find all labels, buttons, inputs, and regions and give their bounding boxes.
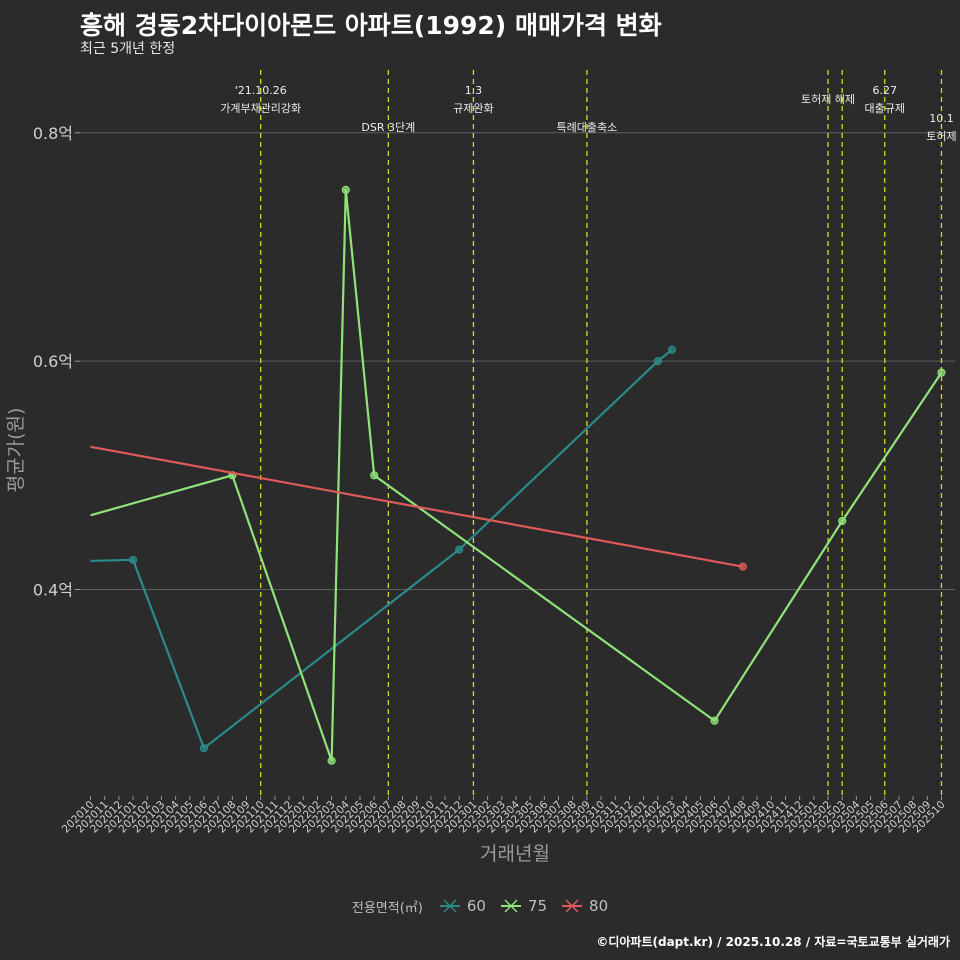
legend-item-75: 75 <box>500 895 547 917</box>
grid-lines <box>80 132 955 590</box>
event-label: 특례대출축소 <box>557 121 618 134</box>
y-tick-label: 0.6억 <box>33 352 73 371</box>
event-label: 1.3 <box>465 84 483 97</box>
legend: 전용면적(㎡) 60 75 80 <box>0 895 960 917</box>
y-axis-label: 평균가(원) <box>5 408 27 493</box>
data-point-75 <box>710 716 719 725</box>
x-axis: 2020102020112020122021012021022021032021… <box>60 796 948 835</box>
legend-key-80-icon <box>562 899 583 913</box>
event-label: 규제완화 <box>453 102 493 115</box>
data-point-75 <box>341 185 350 194</box>
legend-label-75: 75 <box>527 897 548 915</box>
legend-label-80: 80 <box>589 897 609 915</box>
legend-title: 전용면적(㎡) <box>351 900 423 916</box>
event-label: 토허제 <box>926 130 956 143</box>
series-line-60 <box>90 348 673 750</box>
data-point-75 <box>838 516 847 526</box>
chart-subtitle: 최근 5개년 한정 <box>80 41 176 57</box>
event-label: 가계부채관리강화 <box>220 102 301 115</box>
series-line-75 <box>90 188 943 762</box>
series-line-80 <box>90 445 744 568</box>
event-label: 6.27 <box>872 84 897 97</box>
x-axis-label: 거래년월 <box>480 843 550 865</box>
data-point-75 <box>937 368 946 377</box>
y-tick-label: 0.8억 <box>33 124 73 143</box>
data-point-75 <box>327 756 336 765</box>
event-label: 10.1 <box>929 112 954 125</box>
data-point-60 <box>455 545 464 554</box>
legend-label-60: 60 <box>466 897 486 915</box>
data-point-60 <box>667 345 677 354</box>
chart-title: 흥해 경동2차다이아몬드 아파트(1992) 매매가격 변화 <box>80 11 662 40</box>
event-label: '21.10.26 <box>235 84 287 97</box>
data-point-60 <box>128 555 138 564</box>
event-label: DSR 3단계 <box>361 121 415 134</box>
data-point-75 <box>370 471 379 480</box>
source-caption: ©디아파트(dapt.kr) / 2025.10.28 / 자료=국토교통부 실… <box>596 935 950 949</box>
legend-key-60-icon <box>439 899 460 913</box>
legend-key-75-icon <box>500 899 521 913</box>
data-point-60 <box>199 744 209 753</box>
data-point-80 <box>738 562 748 571</box>
legend-item-80: 80 <box>561 895 608 917</box>
data-point-60 <box>653 357 662 366</box>
y-axis: 0.4억 0.6억 0.8억 <box>33 124 80 599</box>
series-lines <box>90 185 946 765</box>
y-tick-label: 0.4억 <box>33 580 73 599</box>
event-label: 대출규제 <box>865 102 905 115</box>
event-label: 토허제 해제 <box>801 92 855 106</box>
legend-item-60: 60 <box>439 895 486 917</box>
